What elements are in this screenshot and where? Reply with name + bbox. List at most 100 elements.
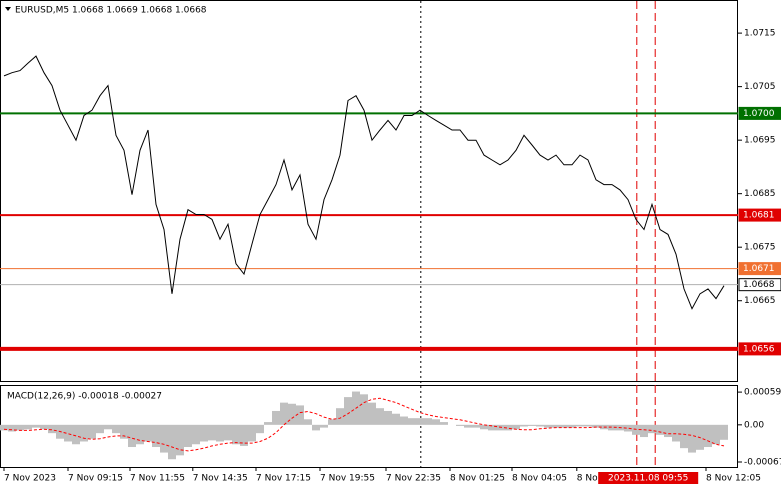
histogram-bar bbox=[552, 424, 560, 428]
x-tick-label: 7 Nov 19:55 bbox=[320, 474, 375, 484]
y-tick-label: 1.0675 bbox=[744, 243, 776, 253]
histogram-bar bbox=[208, 424, 216, 441]
histogram-bar bbox=[72, 424, 80, 445]
histogram-bar bbox=[24, 424, 32, 430]
histogram-bar bbox=[664, 424, 672, 438]
histogram-bar bbox=[656, 424, 664, 435]
histogram-bar bbox=[336, 408, 344, 425]
histogram-bar bbox=[464, 424, 472, 428]
x-tick-label: 7 Nov 2023 bbox=[4, 474, 56, 484]
y-tick-label: 1.0705 bbox=[744, 82, 776, 92]
histogram-bar bbox=[376, 408, 384, 425]
histogram-bar bbox=[32, 424, 40, 428]
histogram-bar bbox=[40, 424, 48, 430]
y-tick-label: 1.0665 bbox=[744, 296, 776, 306]
histogram-bar bbox=[408, 418, 416, 425]
histogram-bar bbox=[632, 424, 640, 435]
histogram-bar bbox=[496, 424, 504, 431]
cursor-label: 2023.11.08 09:55 bbox=[608, 474, 688, 484]
x-tick-label: 7 Nov 09:15 bbox=[68, 474, 123, 484]
histogram-bar bbox=[704, 424, 712, 448]
histogram-bar bbox=[608, 424, 616, 431]
histogram-bar bbox=[104, 424, 112, 430]
histogram-bar bbox=[224, 424, 232, 441]
level-label-box bbox=[738, 342, 781, 356]
histogram-bar bbox=[200, 424, 208, 442]
menu-arrow bbox=[5, 7, 11, 11]
x-tick-label: 8 Nov 04:05 bbox=[512, 474, 567, 484]
histogram-bar bbox=[216, 424, 224, 442]
histogram-bar bbox=[160, 424, 168, 453]
histogram-bar bbox=[96, 424, 104, 434]
histogram-bar bbox=[80, 424, 88, 442]
indicator-title: MACD(12,26,9) -0.00018 -0.00027 bbox=[7, 392, 162, 402]
chart-title: EURUSD,M5 1.0668 1.0669 1.0668 1.0668 bbox=[15, 6, 207, 16]
x-tick-label: 7 Nov 14:35 bbox=[193, 474, 248, 484]
histogram-bar bbox=[688, 424, 696, 453]
level-label-box bbox=[738, 262, 781, 276]
histogram-bar bbox=[384, 410, 392, 425]
histogram-bar bbox=[128, 424, 136, 448]
histogram-bar bbox=[368, 402, 376, 425]
histogram-bar bbox=[232, 424, 240, 445]
histogram-bar bbox=[112, 424, 120, 434]
histogram-bar bbox=[472, 424, 480, 428]
histogram-bar bbox=[520, 424, 528, 427]
histogram-bar bbox=[16, 424, 24, 431]
histogram-bar bbox=[592, 424, 600, 428]
histogram-bar bbox=[320, 424, 328, 428]
x-tick-label: 8 No bbox=[577, 474, 598, 484]
histogram-bar bbox=[456, 424, 464, 426]
y-tick-label: 1.0715 bbox=[744, 29, 776, 39]
histogram-bar bbox=[8, 424, 16, 432]
histogram-bar bbox=[144, 424, 152, 442]
histogram-bar bbox=[440, 422, 448, 425]
histogram-bar bbox=[672, 424, 680, 442]
histogram-bar bbox=[248, 424, 256, 442]
histogram-bar bbox=[584, 424, 592, 427]
y-tick-label: 1.0685 bbox=[744, 189, 776, 199]
price-pane bbox=[0, 0, 738, 382]
cursor-label-box bbox=[598, 472, 699, 484]
histogram-bar bbox=[416, 418, 424, 425]
histogram-bar bbox=[720, 424, 728, 440]
histogram-bar bbox=[272, 410, 280, 425]
level-label-box bbox=[738, 278, 781, 292]
histogram-bar bbox=[48, 424, 56, 434]
histogram-bar bbox=[360, 394, 368, 425]
histogram-bar bbox=[304, 419, 312, 425]
level-label: 1.0656 bbox=[743, 344, 775, 354]
histogram-bar bbox=[168, 424, 176, 460]
histogram-bar bbox=[504, 424, 512, 431]
histogram-bar bbox=[64, 424, 72, 442]
histogram-bar bbox=[296, 405, 304, 425]
histogram-bar bbox=[640, 424, 648, 438]
x-tick-label: 8 Nov 01:25 bbox=[450, 474, 505, 484]
histogram-bar bbox=[648, 424, 656, 434]
signal-line bbox=[3, 397, 725, 452]
histogram-bar bbox=[176, 424, 184, 456]
histogram-bar bbox=[328, 419, 336, 425]
x-tick-label: 7 Nov 17:15 bbox=[256, 474, 311, 484]
x-tick-label: 8 Nov 12:05 bbox=[706, 474, 761, 484]
level-label: 1.0671 bbox=[743, 264, 775, 274]
histogram-bar bbox=[312, 424, 320, 431]
histogram-bar bbox=[344, 397, 352, 425]
histogram-bar bbox=[392, 413, 400, 425]
histogram-bar bbox=[536, 424, 544, 427]
histogram-bar bbox=[264, 422, 272, 425]
histogram-bar bbox=[512, 424, 520, 430]
histogram-bar bbox=[544, 424, 552, 428]
level-label: 1.0668 bbox=[743, 280, 775, 290]
price-line bbox=[3, 55, 725, 310]
level-label-box bbox=[738, 208, 781, 222]
histogram-bar bbox=[88, 424, 96, 439]
level-label: 1.0681 bbox=[743, 211, 775, 221]
histogram-bar bbox=[240, 424, 248, 446]
histogram-bar bbox=[120, 424, 128, 439]
y-tick-label: 1.0695 bbox=[744, 136, 776, 146]
histogram-bar bbox=[136, 424, 144, 445]
histogram-bar bbox=[0, 424, 8, 431]
histogram-bar bbox=[624, 424, 632, 432]
